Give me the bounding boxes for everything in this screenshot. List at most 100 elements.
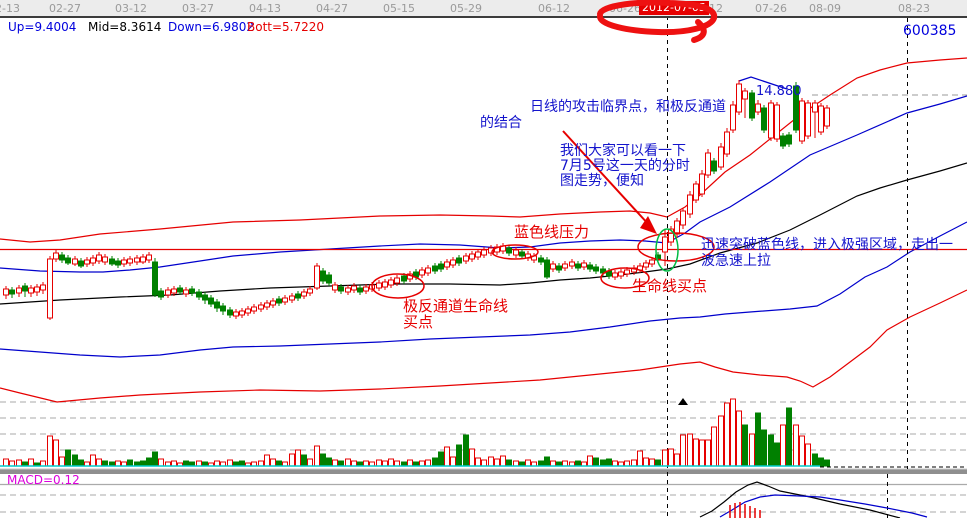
candle [481, 249, 487, 256]
annotation-attack-line1: 日线的攻击临界点，和极反通道 [530, 99, 726, 115]
candle [22, 285, 28, 292]
candle [693, 183, 699, 201]
candle [345, 287, 351, 293]
candle [338, 286, 344, 292]
candle [569, 261, 575, 267]
candle [165, 289, 171, 296]
price-markers [738, 76, 967, 96]
candle [276, 298, 282, 304]
candle [301, 291, 307, 297]
volume-bar [450, 456, 456, 467]
volume-bar [818, 457, 824, 467]
volume-bar [425, 459, 431, 467]
vertical-dashed-lines [667, 16, 908, 518]
candle [152, 261, 158, 296]
candle [736, 83, 742, 113]
candle [239, 310, 245, 316]
volume-bar [301, 454, 307, 467]
candle [394, 277, 400, 284]
volume-bar [593, 457, 599, 467]
candle [189, 288, 195, 294]
volume-bar [500, 455, 506, 467]
volume-bar [96, 458, 102, 467]
volume-bar [525, 459, 531, 467]
candle [351, 285, 357, 291]
candle [220, 305, 226, 312]
axis-tick: 04-13 [249, 2, 281, 15]
blue-line-pressure-circle [491, 244, 539, 260]
candle [519, 251, 525, 257]
candle [208, 297, 214, 305]
candle [643, 262, 649, 268]
volume-bar [332, 459, 338, 467]
candle [687, 194, 693, 215]
volume-bar [643, 457, 649, 467]
candle [749, 92, 755, 119]
volume-bar [761, 429, 767, 467]
annotation-ellipses [371, 228, 715, 299]
candle [475, 251, 481, 258]
candle [102, 256, 108, 263]
volume-bar [388, 458, 394, 467]
candle [456, 257, 462, 264]
volume-bar [314, 445, 320, 467]
extreme-channel-bands [0, 57, 967, 403]
candle [376, 282, 382, 289]
annotation-breakout-line1: 迅速突破蓝色线，进入极强区域，走出一 [701, 237, 953, 253]
candle [755, 103, 761, 113]
volume-bars-group [0, 398, 967, 468]
volume-bar [307, 458, 313, 467]
candle [245, 308, 251, 314]
candle [812, 102, 818, 113]
volume-bar [494, 458, 500, 467]
candle [320, 270, 326, 282]
param-down: Down=6.9802 [168, 20, 255, 34]
volume-bar [718, 415, 724, 467]
volume-bar [780, 424, 786, 467]
volume-bar [72, 454, 78, 467]
annotation-breakout-line2: 波急速上拉 [701, 253, 771, 269]
candle [382, 281, 388, 288]
candle [140, 256, 146, 263]
volume-bar [799, 435, 805, 467]
candlesticks-group [3, 80, 830, 320]
volume-bar [699, 439, 705, 467]
candle [550, 263, 556, 270]
candle [824, 107, 830, 127]
volume-bar [270, 458, 276, 467]
candle [3, 288, 9, 296]
candle [227, 309, 233, 316]
candle [307, 288, 313, 294]
volume-bar [544, 456, 550, 467]
axis-tick: 07-26 [755, 2, 787, 15]
axis-tick: 04-27 [316, 2, 348, 15]
candle [72, 258, 78, 265]
candle [742, 90, 748, 100]
volume-bar [736, 410, 742, 467]
candle [282, 297, 288, 303]
candle [202, 294, 208, 301]
candle [674, 220, 680, 235]
candle [134, 257, 140, 263]
candle [805, 102, 811, 137]
volume-bar [655, 459, 661, 467]
volume-marker-triangle [678, 398, 688, 405]
candle [724, 131, 730, 155]
candle [363, 286, 369, 292]
volume-bar [768, 434, 774, 467]
volume-bar [289, 453, 295, 467]
volume-bar [326, 457, 332, 467]
volume-bar [481, 459, 487, 467]
volume-bar [227, 459, 233, 467]
volume-bar [687, 433, 693, 467]
volume-bar [376, 459, 382, 467]
candle [196, 291, 202, 298]
volume-bar [812, 453, 818, 467]
candle [90, 257, 96, 264]
volume-bar [158, 458, 164, 467]
candle [65, 257, 71, 264]
volume-bar [463, 434, 469, 467]
candle [47, 258, 53, 319]
macd-pane [699, 481, 928, 518]
